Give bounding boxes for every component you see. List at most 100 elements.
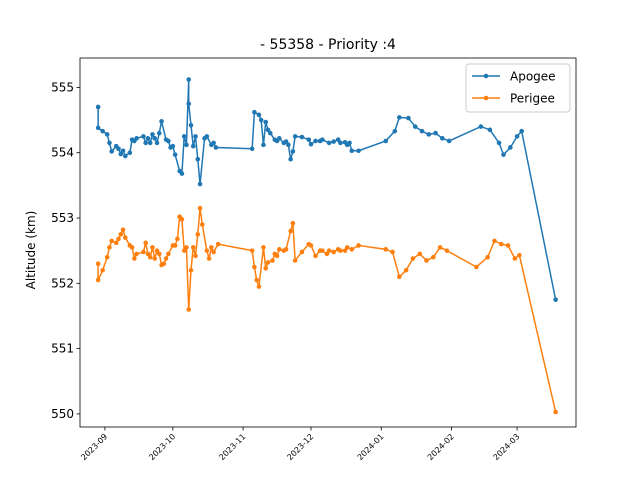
perigee-point [152,256,158,261]
apogee-point [179,171,185,176]
perigee-point [277,247,282,252]
perigee-point [553,409,558,415]
perigee-point [270,258,275,263]
apogee-point [195,156,201,162]
apogee-point [141,134,146,139]
apogee-point [100,128,105,134]
perigee-point [256,284,262,289]
y-tick-label: 553 [51,211,74,225]
perigee-point [444,248,450,253]
apogee-point [306,137,312,142]
apogee-point [478,124,484,129]
apogee-point [154,140,160,146]
apogee-point [188,122,194,128]
apogee-point [496,140,502,146]
perigee-point [95,277,101,283]
apogee-point [347,140,352,146]
perigee-point [204,248,210,253]
apogee-point [514,134,520,139]
perigee-point [397,274,402,280]
perigee-point [331,249,336,255]
perigee-point [517,252,522,258]
perigee-point [200,222,205,227]
apogee-point [252,109,257,115]
perigee-point [195,232,201,237]
apogee-point [193,134,198,139]
apogee-point [150,132,155,137]
legend: Apogee Perigee [465,63,571,113]
apogee-point [145,136,151,141]
perigee-point [313,253,318,259]
apogee-point [211,140,216,146]
perigee-point [254,277,259,283]
perigee-point [161,261,167,267]
apogee-point [118,151,124,157]
perigee-point [109,238,115,244]
apogee-point [186,101,192,107]
apogee-point [104,132,110,137]
apogee-point [308,141,314,147]
apogee-point [440,136,445,141]
perigee-point [147,254,153,260]
apogee-point [277,136,282,141]
perigee-point [134,251,139,257]
apogee-point [204,134,210,139]
apogee-point [256,112,262,118]
perigee-point [383,247,389,252]
apogee-point [335,137,341,142]
legend-apogee-marker [483,73,489,79]
apogee-point [299,134,305,140]
perigee-point [163,256,169,261]
perigee-point [181,248,187,253]
apogee-point [116,146,121,152]
apogee-point [152,136,158,141]
apogee-point [170,143,176,149]
perigee-point [320,248,325,253]
apogee-point [95,104,101,110]
perigee-point [175,236,180,242]
apogee-point [487,127,493,133]
perigee-point [116,236,121,242]
perigee-point [492,238,497,244]
y-tick-label: 551 [51,342,74,356]
apogee-point [283,139,289,144]
perigee-point [485,254,490,260]
perigee-point [150,245,155,250]
perigee-point [512,256,518,261]
perigee-point [211,249,216,255]
apogee-point [290,149,296,154]
perigee-point [179,217,185,222]
perigee-point [141,249,146,255]
y-tick-label: 555 [51,80,74,94]
apogee-point [288,156,293,162]
perigee-point [188,267,194,273]
apogee-point [109,149,115,154]
apogee-point [397,115,402,120]
apogee-point [156,130,162,136]
perigee-point [410,256,416,261]
apogee-point [392,128,398,134]
perigee-point [342,248,348,253]
perigee-point [206,256,212,261]
apogee-point [249,146,255,152]
perigee-point [349,247,355,252]
perigee-point [107,245,112,250]
perigee-point [120,227,126,233]
apogee-point [147,140,153,146]
apogee-point [159,119,164,124]
apogee-point [349,148,355,154]
apogee-point [553,297,558,302]
apogee-point [95,125,101,131]
perigee-point [344,245,350,250]
legend-perigee-marker [483,95,489,101]
perigee-point [261,245,266,250]
perigee-point [356,243,361,248]
apogee-point [143,140,148,146]
apogee-point [286,142,291,148]
perigee-point [209,245,214,250]
perigee-point [326,248,332,253]
apogee-point [419,128,425,134]
apogee-point [134,136,139,141]
perigee-point [166,251,171,257]
apogee-point [383,138,389,144]
